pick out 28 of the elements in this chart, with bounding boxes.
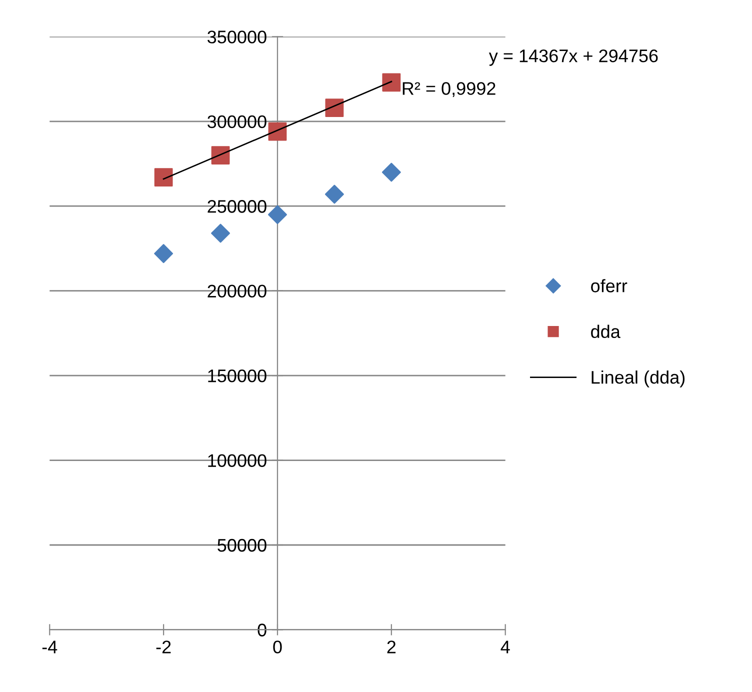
y-tick-label: 150000 — [208, 369, 266, 382]
legend-label: oferr — [591, 279, 628, 292]
legend-label: dda — [591, 324, 620, 338]
y-tick-label: 250000 — [208, 200, 266, 213]
annotation: y = 14367x + 294756 — [488, 49, 658, 66]
x-tick-label: 4 — [500, 640, 510, 654]
x-tick-label: -2 — [156, 640, 171, 654]
point — [268, 205, 287, 224]
y-tick-label: 0 — [258, 624, 266, 636]
point — [154, 244, 174, 264]
x-tick-label: 2 — [387, 640, 396, 654]
annotation: R² = 0,9992 — [402, 82, 496, 98]
y-tick-label: 100000 — [208, 454, 266, 467]
point — [324, 184, 344, 204]
x-tick-label: 0 — [273, 640, 282, 654]
y-tick-label: 50000 — [218, 538, 266, 552]
y-tick-label: 200000 — [208, 284, 266, 298]
point — [154, 168, 173, 187]
x-tick-label: -4 — [42, 640, 58, 654]
point — [211, 224, 230, 243]
y-tick-label: 350000 — [208, 30, 266, 44]
point — [382, 162, 401, 182]
legend-label: Lineal (dda) — [592, 370, 685, 388]
point — [382, 73, 401, 92]
y-tick-label: 300000 — [208, 115, 266, 128]
point — [268, 122, 287, 141]
point — [325, 98, 344, 118]
point — [211, 146, 230, 164]
